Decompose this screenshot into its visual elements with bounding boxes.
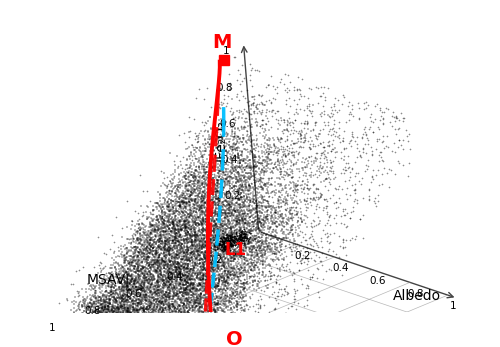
Text: M: M [212, 33, 232, 52]
Text: 0.2: 0.2 [225, 191, 242, 201]
Text: 0.6: 0.6 [370, 276, 386, 286]
Text: 0.6: 0.6 [126, 289, 142, 299]
Text: MSAVI: MSAVI [86, 273, 130, 287]
Text: 0.4: 0.4 [166, 272, 182, 282]
Text: 0.6: 0.6 [219, 119, 236, 128]
Text: IFe₂O₃: IFe₂O₃ [214, 119, 228, 161]
Text: 0.2: 0.2 [294, 251, 310, 261]
Text: Albedo: Albedo [392, 289, 440, 303]
Text: 1: 1 [450, 302, 457, 312]
Text: 0.4: 0.4 [222, 154, 238, 164]
Text: 1: 1 [223, 46, 230, 57]
Text: 1: 1 [49, 323, 56, 333]
Text: 0.8: 0.8 [216, 83, 232, 93]
Text: L1: L1 [225, 240, 247, 259]
Text: O: O [226, 330, 242, 347]
Text: 0.4: 0.4 [332, 263, 348, 273]
Text: 0.8: 0.8 [408, 289, 424, 299]
Text: 0.8: 0.8 [84, 306, 101, 316]
Text: 0.2: 0.2 [207, 255, 224, 265]
